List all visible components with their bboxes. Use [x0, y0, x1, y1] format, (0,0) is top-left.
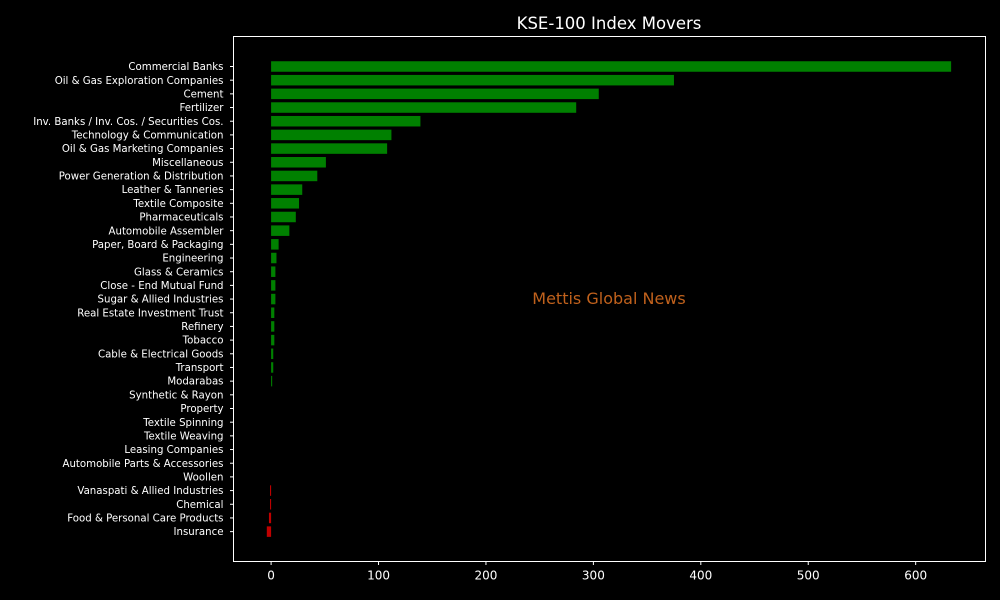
bar: [271, 375, 273, 387]
bar: [271, 321, 275, 332]
bar: [271, 143, 388, 154]
bar: [271, 157, 326, 168]
x-tick-label: 600: [904, 569, 927, 583]
category-label: Automobile Assembler: [109, 226, 225, 237]
bar: [271, 211, 296, 223]
bar: [271, 239, 279, 250]
category-label: Real Estate Investment Trust: [77, 308, 223, 319]
category-label: Engineering: [162, 254, 223, 265]
category-labels: Commercial Banks Oil & Gas Exploration Co…: [33, 62, 234, 538]
bar: [271, 280, 276, 291]
x-tick-label: 200: [475, 569, 498, 583]
x-tick-label: 0: [267, 569, 275, 583]
category-label: Automobile Parts & Accessories: [63, 459, 224, 470]
bar: [271, 170, 318, 182]
bar: [271, 61, 952, 72]
bar: [271, 266, 276, 277]
bar: [270, 499, 272, 510]
bar: [271, 293, 276, 305]
category-label: Sugar & Allied Industries: [98, 295, 224, 306]
bar: [271, 184, 303, 195]
category-label: Cement: [183, 89, 223, 100]
category-label: Chemical: [176, 500, 223, 511]
category-label: Oil & Gas Exploration Companies: [55, 76, 224, 87]
category-label: Textile Weaving: [143, 431, 224, 442]
bar: [266, 526, 272, 537]
x-tick-label: 400: [689, 569, 712, 583]
category-label: Woollen: [183, 473, 223, 484]
category-label: Close - End Mutual Fund: [100, 281, 223, 292]
bar: [271, 102, 577, 113]
category-label: Property: [180, 404, 223, 415]
category-label: Inv. Banks / Inv. Cos. / Securities Cos.: [33, 117, 223, 128]
category-label: Insurance: [174, 527, 224, 538]
category-label: Synthetic & Rayon: [129, 390, 223, 401]
category-label: Pharmaceuticals: [139, 213, 223, 224]
bar: [271, 348, 274, 360]
x-tick-label: 100: [367, 569, 390, 583]
category-label: Cable & Electrical Goods: [98, 349, 224, 360]
chart-title: KSE-100 Index Movers: [517, 14, 702, 33]
category-label: Leather & Tanneries: [122, 185, 224, 196]
bar: [270, 485, 272, 496]
bar: [271, 129, 392, 141]
category-label: Modarabas: [167, 377, 223, 388]
category-label: Vanaspati & Allied Industries: [77, 486, 223, 497]
bar: [271, 115, 421, 127]
bar: [271, 334, 275, 346]
category-label: Commercial Banks: [128, 62, 223, 73]
bars-group: [266, 61, 952, 537]
bar: [271, 307, 275, 318]
category-label: Fertilizer: [179, 103, 224, 114]
category-label: Tobacco: [182, 336, 224, 347]
x-axis-ticks: 0 100 200 300 400 500 600: [267, 561, 927, 583]
category-label: Refinery: [181, 322, 223, 333]
category-label: Oil & Gas Marketing Companies: [62, 144, 224, 155]
bar: [271, 362, 274, 373]
bar: [268, 512, 272, 524]
watermark-text: Mettis Global News: [532, 289, 685, 308]
category-label: Miscellaneous: [152, 158, 223, 169]
x-tick-label: 500: [797, 569, 820, 583]
category-label: Leasing Companies: [124, 445, 223, 456]
category-label: Paper, Board & Packaging: [92, 240, 223, 251]
bar: [271, 252, 277, 264]
category-label: Textile Spinning: [142, 418, 223, 429]
category-label: Power Generation & Distribution: [59, 172, 224, 183]
bar: [271, 225, 290, 236]
category-label: Transport: [175, 363, 224, 374]
bar: [271, 74, 674, 86]
category-label: Food & Personal Care Products: [67, 514, 223, 525]
bar: [271, 88, 599, 100]
bar: [271, 198, 300, 209]
category-label: Textile Composite: [132, 199, 223, 210]
category-label: Technology & Communication: [71, 131, 224, 142]
category-label: Glass & Ceramics: [134, 267, 223, 278]
x-tick-label: 300: [582, 569, 605, 583]
